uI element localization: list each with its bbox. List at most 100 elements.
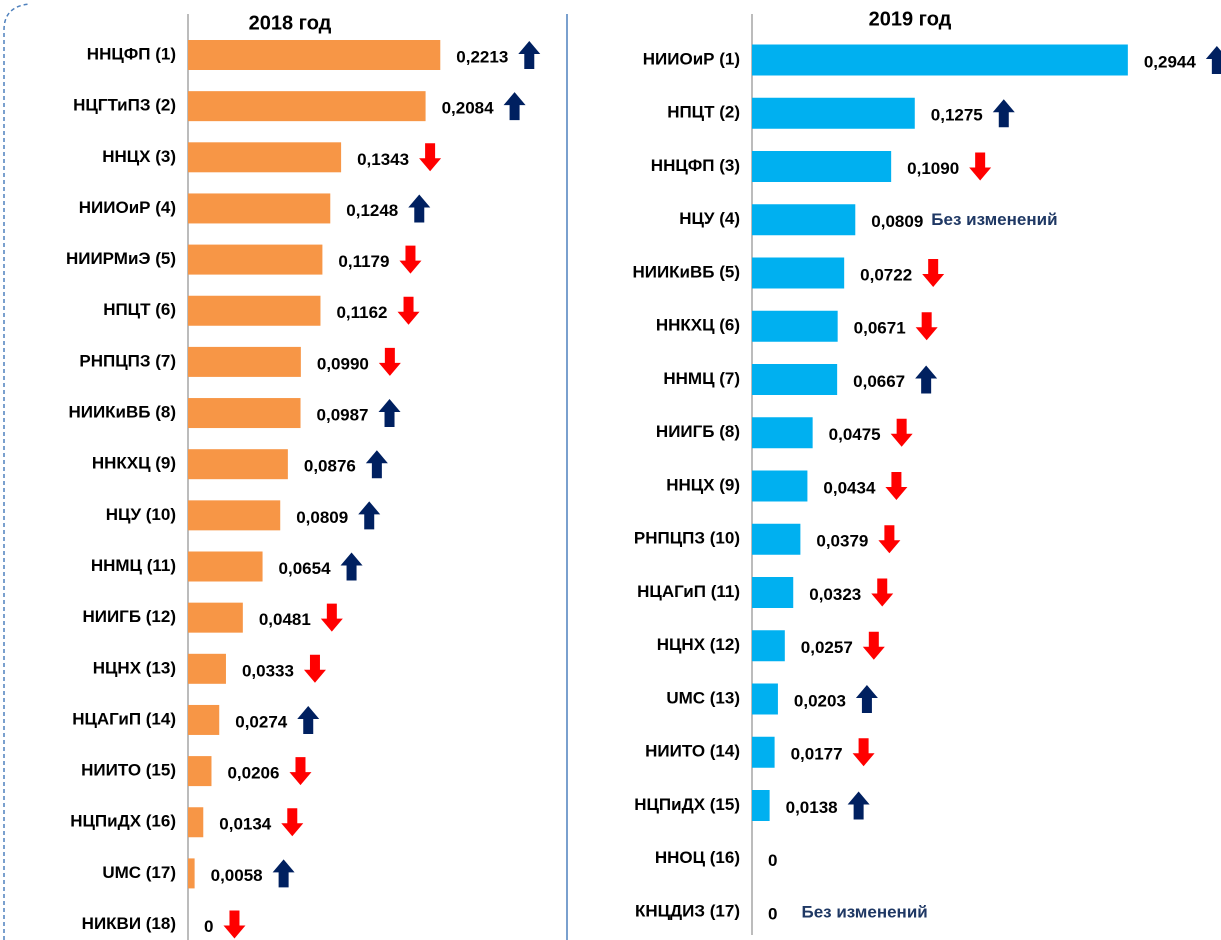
bar bbox=[188, 551, 263, 582]
bar bbox=[752, 151, 892, 182]
category-label: НЦАГиП (11) bbox=[637, 582, 740, 601]
value-label: 0,0667 bbox=[853, 372, 905, 391]
trend-arrow bbox=[399, 245, 422, 274]
bar bbox=[752, 523, 801, 555]
category-label: НЦУ (10) bbox=[106, 505, 176, 524]
value-label: 0,0206 bbox=[227, 764, 279, 783]
trend-arrow bbox=[365, 450, 388, 479]
category-label: НЦАГиП (14) bbox=[72, 709, 176, 728]
category-label: НИИКиВБ (8) bbox=[68, 403, 176, 422]
trend-note: Без изменений bbox=[801, 902, 927, 921]
value-label: 0,1162 bbox=[336, 303, 387, 322]
bar bbox=[752, 683, 778, 715]
value-label: 0,0323 bbox=[809, 585, 861, 604]
trend-arrow bbox=[358, 501, 381, 530]
bar bbox=[752, 630, 785, 662]
trend-arrow bbox=[223, 910, 246, 939]
trend-arrow bbox=[878, 525, 901, 554]
bar bbox=[188, 193, 331, 224]
trend-arrow bbox=[320, 603, 343, 632]
trend-arrow bbox=[303, 654, 326, 683]
trend-arrow bbox=[915, 312, 938, 341]
bar bbox=[752, 577, 794, 608]
trend-arrow bbox=[378, 399, 401, 428]
value-label: 0,0809 bbox=[296, 508, 348, 527]
trend-arrow bbox=[378, 347, 401, 376]
value-label: 0,0475 bbox=[829, 425, 881, 444]
category-label: НЦНХ (12) bbox=[657, 635, 740, 654]
bar bbox=[188, 807, 204, 838]
category-label: НИИТО (15) bbox=[81, 761, 176, 780]
bar bbox=[188, 858, 195, 889]
trend-arrow bbox=[852, 738, 875, 767]
bar bbox=[188, 398, 301, 429]
bar bbox=[752, 470, 808, 502]
value-label: 0,0379 bbox=[816, 532, 868, 551]
trend-arrow bbox=[518, 41, 541, 69]
value-label: 0,1275 bbox=[931, 106, 983, 125]
category-label: НЦПиДХ (16) bbox=[70, 812, 176, 831]
bar bbox=[188, 500, 281, 531]
bar bbox=[188, 346, 301, 377]
category-label: ННОЦ (16) bbox=[655, 848, 740, 867]
trend-arrow bbox=[922, 259, 945, 287]
bar bbox=[188, 142, 342, 173]
bar bbox=[752, 790, 770, 821]
value-label: 0,2084 bbox=[442, 99, 495, 118]
value-label: 0,1090 bbox=[907, 159, 959, 178]
trend-arrow bbox=[503, 92, 526, 121]
trend-arrow bbox=[871, 578, 894, 607]
category-label: НЦГТиПЗ (2) bbox=[73, 96, 176, 115]
value-label: 0,1179 bbox=[338, 252, 389, 271]
value-label: 0,0138 bbox=[786, 798, 838, 817]
trend-arrow bbox=[992, 99, 1015, 128]
category-label: ННЦФП (3) bbox=[651, 156, 740, 175]
trend-arrow bbox=[272, 859, 295, 888]
category-label: ННМЦ (11) bbox=[91, 556, 176, 575]
trend-arrow bbox=[281, 808, 304, 837]
trend-arrow bbox=[969, 152, 992, 181]
bar bbox=[752, 204, 856, 236]
bar bbox=[188, 91, 426, 122]
category-label: НИИОиР (4) bbox=[79, 198, 176, 217]
value-label: 0,0722 bbox=[860, 265, 912, 284]
category-label: РНПЦПЗ (7) bbox=[79, 351, 176, 370]
value-label: 0 bbox=[768, 904, 777, 923]
value-label: 0,0203 bbox=[794, 691, 846, 710]
value-label: 0,0177 bbox=[791, 745, 843, 764]
category-label: НИКВИ (18) bbox=[82, 914, 176, 933]
bar bbox=[188, 653, 226, 684]
category-label: НИИГБ (8) bbox=[656, 422, 740, 441]
value-label: 0 bbox=[204, 917, 213, 936]
chart-title: 2019 год bbox=[869, 8, 952, 30]
value-label: 0,1248 bbox=[346, 201, 398, 220]
value-label: 0,0671 bbox=[854, 319, 906, 338]
trend-arrow bbox=[419, 143, 442, 172]
category-label: НИИГБ (12) bbox=[82, 607, 176, 626]
category-label: КНЦДИЗ (17) bbox=[635, 901, 740, 920]
trend-arrow bbox=[1205, 46, 1221, 74]
category-label: НЦНХ (13) bbox=[93, 658, 176, 677]
trend-arrow bbox=[885, 472, 908, 500]
bar bbox=[188, 244, 323, 275]
frame bbox=[3, 3, 31, 940]
bar bbox=[188, 40, 441, 70]
value-label: 0,0274 bbox=[235, 712, 288, 731]
category-label: ННКХЦ (6) bbox=[656, 316, 740, 335]
category-label: UMC (17) bbox=[102, 863, 176, 882]
trend-arrow bbox=[408, 194, 431, 223]
chart-title: 2018 год bbox=[249, 12, 332, 34]
bar bbox=[752, 97, 915, 129]
trend-arrow bbox=[297, 705, 320, 734]
bar bbox=[188, 756, 212, 787]
category-label: НИИОиР (1) bbox=[643, 49, 740, 68]
value-label: 0,2944 bbox=[1144, 52, 1197, 71]
category-label: РНПЦПЗ (10) bbox=[634, 529, 740, 548]
trend-arrow bbox=[289, 757, 312, 786]
value-label: 0,0333 bbox=[242, 661, 294, 680]
category-label: НИИТО (14) bbox=[645, 742, 740, 761]
bar bbox=[188, 295, 321, 326]
value-label: 0,0876 bbox=[304, 457, 356, 476]
trend-note: Без изменений bbox=[931, 210, 1057, 229]
